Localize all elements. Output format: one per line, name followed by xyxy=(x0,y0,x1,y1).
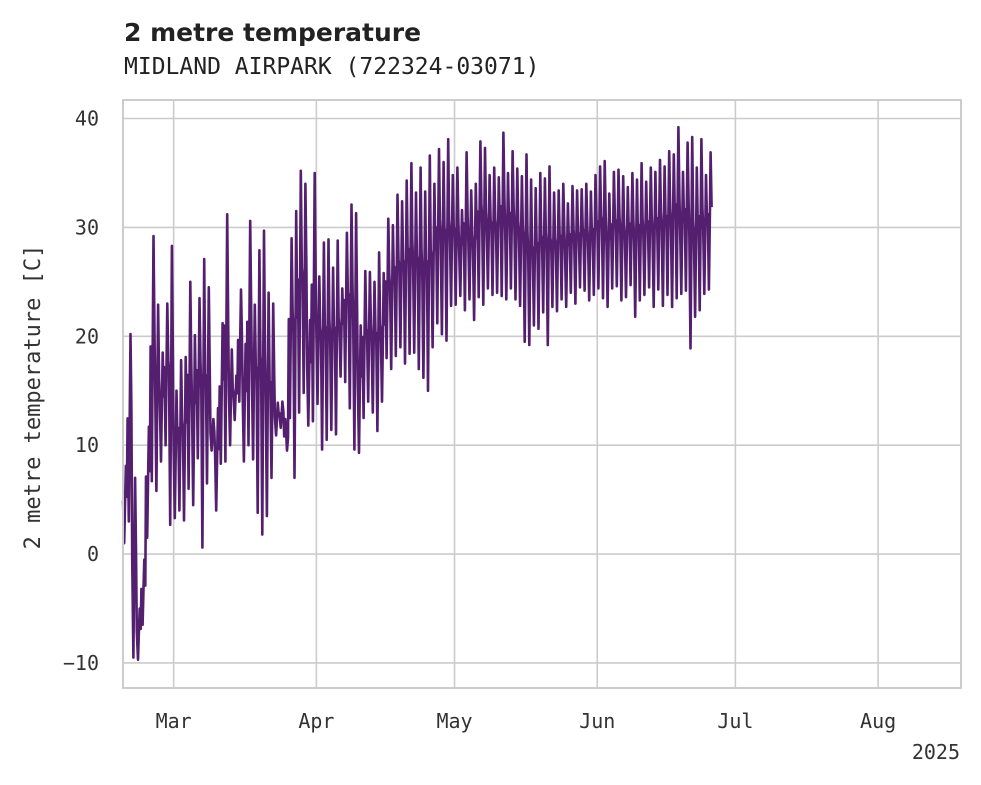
plot-frame xyxy=(122,99,962,689)
y-tick-label: 40 xyxy=(75,107,99,131)
chart-subtitle: MIDLAND AIRPARK (722324-03071) xyxy=(124,54,539,80)
x-tick-label: Mar xyxy=(156,709,192,733)
y-tick-label: −10 xyxy=(63,651,99,675)
x-tick-label: Jun xyxy=(579,709,615,733)
x-axis-year-label: 2025 xyxy=(912,740,960,764)
x-axis-ticks: Mar Apr May Jun Jul Aug xyxy=(156,709,897,733)
temperature-series-line xyxy=(121,125,713,661)
x-tick-label: Jul xyxy=(717,709,753,733)
x-tick-label: Aug xyxy=(860,709,896,733)
chart-title: 2 metre temperature xyxy=(124,18,421,47)
x-tick-label: Apr xyxy=(298,709,334,733)
y-tick-label: 30 xyxy=(75,215,99,239)
y-tick-label: 0 xyxy=(87,542,99,566)
y-axis-label: 2 metre temperature [C] xyxy=(21,245,46,550)
y-axis-ticks: −10 0 10 20 30 40 xyxy=(63,107,99,675)
data-layer xyxy=(121,125,713,661)
y-tick-label: 10 xyxy=(75,433,99,457)
y-tick-label: 20 xyxy=(75,324,99,348)
x-tick-label: May xyxy=(436,709,472,733)
